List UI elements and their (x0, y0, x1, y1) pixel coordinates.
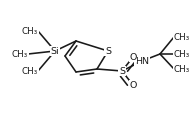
Text: CH₃: CH₃ (174, 50, 190, 59)
Text: CH₃: CH₃ (22, 27, 38, 36)
Text: CH₃: CH₃ (174, 33, 190, 42)
Text: S: S (119, 67, 125, 76)
Text: CH₃: CH₃ (22, 67, 38, 76)
Text: Si: Si (51, 47, 59, 56)
Text: CH₃: CH₃ (12, 50, 28, 59)
Text: CH₃: CH₃ (174, 65, 190, 74)
Text: O: O (129, 53, 137, 62)
Text: HN: HN (135, 57, 149, 66)
Text: O: O (129, 81, 137, 90)
Text: S: S (105, 47, 111, 56)
